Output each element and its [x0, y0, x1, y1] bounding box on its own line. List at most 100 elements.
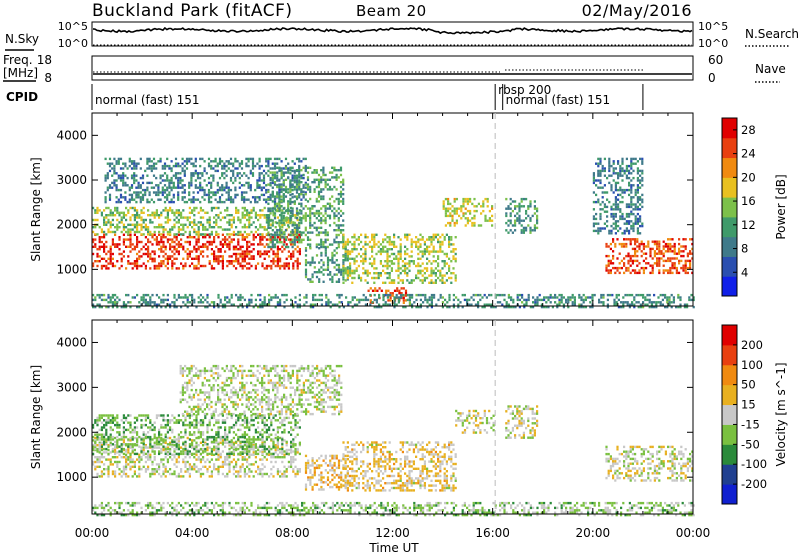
heatmap-cell	[625, 254, 628, 258]
heatmap-cell	[653, 301, 656, 304]
heatmap-cell	[182, 228, 185, 231]
heatmap-cell	[317, 209, 321, 213]
heatmap-cell	[115, 186, 118, 189]
heatmap-cell	[215, 223, 218, 226]
heatmap-cell	[443, 274, 446, 277]
heatmap-cell	[204, 211, 207, 214]
heatmap-cell	[221, 174, 224, 177]
heatmap-cell	[171, 301, 174, 304]
heatmap-cell	[683, 303, 686, 306]
heatmap-cell	[259, 305, 262, 309]
heatmap-cell	[207, 193, 211, 197]
heatmap-cell	[671, 245, 674, 248]
heatmap-cell	[227, 193, 230, 197]
heatmap-cell	[364, 243, 367, 246]
heatmap-cell	[228, 298, 231, 302]
heatmap-cell	[689, 259, 692, 263]
heatmap-cell	[357, 243, 360, 246]
heatmap-cell	[122, 233, 125, 236]
heatmap-cell	[94, 245, 97, 248]
heatmap-cell	[188, 206, 191, 210]
heatmap-cell	[197, 470, 200, 473]
heatmap-cell	[602, 296, 605, 299]
heatmap-cell	[182, 475, 185, 478]
heatmap-cell	[153, 216, 156, 219]
heatmap-cell	[240, 198, 244, 201]
heatmap-cell	[239, 230, 242, 234]
heatmap-cell	[547, 298, 550, 302]
heatmap-cell	[610, 208, 613, 211]
heatmap-cell	[406, 293, 409, 297]
heatmap-cell	[300, 202, 303, 205]
heatmap-cell	[228, 248, 231, 251]
heatmap-cell	[142, 448, 145, 452]
heatmap-cell	[578, 296, 581, 299]
heatmap-cell	[630, 162, 633, 165]
heatmap-cell	[129, 446, 132, 449]
heatmap-cell	[335, 268, 338, 271]
heatmap-cell	[263, 296, 266, 299]
heatmap-cell	[243, 196, 246, 199]
heatmap-cell	[451, 205, 454, 208]
heatmap-cell	[196, 172, 200, 175]
heatmap-cell	[458, 214, 461, 218]
heatmap-cell	[385, 289, 388, 292]
heatmap-cell	[276, 238, 279, 241]
heatmap-cell	[282, 196, 285, 199]
heatmap-cell	[149, 233, 152, 236]
heatmap-cell	[346, 238, 349, 241]
heatmap-cell	[340, 273, 343, 276]
heatmap-cell	[254, 188, 257, 192]
heatmap-cell	[191, 211, 194, 214]
heatmap-cell	[302, 166, 305, 169]
heatmap-cell	[344, 250, 347, 253]
heatmap-cell	[510, 296, 513, 299]
heatmap-cell	[195, 233, 198, 236]
heatmap-cell	[166, 233, 169, 236]
heatmap-cell	[129, 465, 132, 468]
heatmap-cell	[298, 193, 301, 196]
heatmap-cell	[109, 248, 112, 251]
heatmap-cell	[684, 266, 687, 270]
heatmap-cell	[612, 266, 615, 270]
heatmap-cell	[273, 171, 277, 174]
heatmap-cell	[432, 248, 435, 251]
heatmap-cell	[679, 296, 682, 299]
heatmap-cell	[278, 185, 281, 189]
heatmap-cell	[172, 193, 175, 197]
heatmap-cell	[309, 238, 312, 241]
heatmap-cell	[162, 262, 165, 265]
heatmap-cell	[311, 171, 314, 174]
heatmap-cell	[628, 229, 631, 233]
heatmap-cell	[315, 254, 319, 257]
heatmap-cell	[302, 214, 305, 217]
heatmap-cell	[182, 301, 185, 304]
heatmap-cell	[182, 216, 185, 219]
heatmap-cell	[248, 216, 251, 219]
heatmap-cell	[246, 248, 249, 251]
heatmap-cell	[656, 240, 659, 243]
heatmap-cell	[182, 233, 185, 236]
heatmap-cell	[173, 456, 176, 459]
heatmap-cell	[690, 293, 693, 297]
heatmap-cell	[671, 250, 674, 253]
heatmap-cell	[421, 236, 424, 239]
heatmap-cell	[203, 193, 206, 197]
heatmap-cell	[221, 257, 224, 260]
heatmap-cell	[109, 296, 112, 299]
heatmap-cell	[139, 184, 142, 187]
heatmap-cell	[612, 212, 615, 216]
heatmap-cell	[184, 296, 187, 299]
heatmap-cell	[306, 236, 310, 239]
heatmap-cell	[333, 221, 336, 225]
heatmap-cell	[326, 233, 329, 237]
heatmap-cell	[636, 271, 639, 275]
heatmap-cell	[625, 242, 628, 246]
heatmap-cell	[447, 197, 450, 201]
heatmap-cell	[273, 233, 277, 237]
heatmap-cell	[105, 223, 108, 226]
heatmap-cell	[342, 275, 345, 279]
heatmap-cell	[344, 279, 347, 282]
heatmap-cell	[406, 238, 409, 241]
heatmap-cell	[595, 212, 598, 216]
